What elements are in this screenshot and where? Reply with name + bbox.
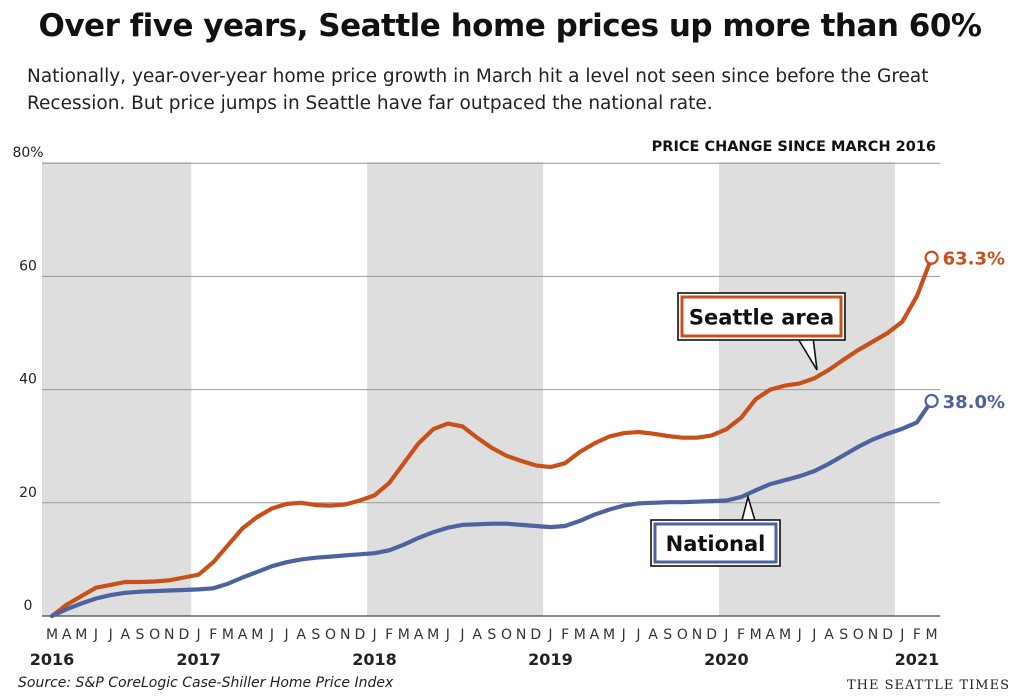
month-tick-label: J <box>371 627 376 643</box>
month-tick-label: M <box>222 627 234 643</box>
year-label-2017: 2017 <box>176 650 221 669</box>
month-tick-label: J <box>811 627 816 643</box>
month-tick-label: M <box>46 627 58 643</box>
y-tick-label: 60 <box>19 258 37 274</box>
month-tick-label: M <box>603 627 615 643</box>
month-tick-label: F <box>737 627 745 643</box>
month-tick-label: S <box>136 627 145 643</box>
month-tick-label: O <box>325 627 336 643</box>
month-tick-label: J <box>196 627 201 643</box>
series-line-seattle <box>49 255 934 619</box>
y-axis-labels: 0 20 40 60 80% <box>12 145 43 614</box>
month-tick-label: D <box>706 627 717 643</box>
national-callout: National <box>650 494 781 567</box>
month-tick-label: D <box>530 627 541 643</box>
month-tick-label: F <box>209 627 217 643</box>
year-band-2016 <box>42 162 192 616</box>
month-tick-label: M <box>75 627 87 643</box>
month-tick-label: A <box>238 627 248 643</box>
month-tick-label: N <box>516 627 526 643</box>
month-tick-label: J <box>723 627 728 643</box>
series-labels: 63.3% 38.0% Seattle area National <box>650 249 1005 567</box>
month-tick-label: M <box>750 627 762 643</box>
price-change-axis-title: PRICE CHANGE SINCE MARCH 2016 <box>652 139 936 155</box>
y-tick-label: 20 <box>19 485 37 501</box>
callout-label: Seattle area <box>689 306 834 330</box>
seattle-area-callout: Seattle area <box>677 292 846 371</box>
month-tick-label: S <box>839 627 848 643</box>
month-tick-label: M <box>427 627 439 643</box>
month-tick-label: F <box>561 627 569 643</box>
year-label-2021: 2021 <box>895 650 940 669</box>
series-end-marker <box>924 250 939 265</box>
month-tick-label: J <box>621 627 626 643</box>
month-tick-label: J <box>445 627 450 643</box>
month-tick-label: A <box>824 627 834 643</box>
month-tick-label: A <box>296 627 306 643</box>
gridlines <box>42 162 940 617</box>
month-tick-label: M <box>251 627 263 643</box>
month-tick-label: J <box>108 627 113 643</box>
month-tick-label: J <box>269 627 274 643</box>
month-tick-label: O <box>677 627 688 643</box>
month-tick-label: A <box>766 627 776 643</box>
year-band-2018 <box>367 162 544 616</box>
callout-color-border <box>680 295 843 338</box>
chart-title: Over five years, Seattle home prices up … <box>38 8 982 44</box>
month-tick-label: A <box>472 627 482 643</box>
year-label-2016: 2016 <box>30 650 75 669</box>
month-tick-label: D <box>179 627 190 643</box>
series-line-national <box>49 398 934 619</box>
month-tick-label: S <box>663 627 672 643</box>
month-tick-label: J <box>93 627 98 643</box>
month-tick-label: F <box>913 627 921 643</box>
source-note: Source: S&P CoreLogic Case-Shiller Home … <box>18 675 394 691</box>
month-tick-label: A <box>121 627 131 643</box>
month-tick-label: N <box>692 627 702 643</box>
chart-subtitle: Nationally, year-over-year home price gr… <box>27 66 929 114</box>
series-end-marker <box>924 393 939 409</box>
series-end-value: 63.3% <box>943 249 1005 270</box>
month-tick-label: J <box>283 627 288 643</box>
month-tick-label: J <box>797 627 802 643</box>
month-tick-label: D <box>354 627 365 643</box>
month-tick-label: A <box>590 627 600 643</box>
month-tick-label: J <box>547 627 552 643</box>
callout-color-border <box>653 522 778 564</box>
month-tick-label: O <box>149 627 160 643</box>
month-tick-label: N <box>868 627 878 643</box>
y-tick-label: 40 <box>19 372 37 388</box>
month-tick-label: J <box>899 627 904 643</box>
month-tick-label: D <box>882 627 893 643</box>
y-tick-label: 0 <box>24 598 33 614</box>
month-tick-label: J <box>635 627 640 643</box>
month-tick-label: M <box>574 627 586 643</box>
month-tick-label: M <box>779 627 791 643</box>
month-tick-label: N <box>340 627 350 643</box>
y-tick-label: 80% <box>12 145 43 161</box>
month-tick-label: A <box>648 627 658 643</box>
month-tick-label: O <box>501 627 512 643</box>
month-tick-label: S <box>311 627 320 643</box>
month-tick-label: N <box>164 627 174 643</box>
publisher-credit: THE SEATTLE TIMES <box>846 678 1010 693</box>
year-label-2020: 2020 <box>704 650 749 669</box>
month-tick-label: J <box>459 627 464 643</box>
series-end-value: 38.0% <box>943 392 1005 413</box>
callout-label: National <box>666 532 766 556</box>
month-tick-label: M <box>926 627 938 643</box>
month-tick-label: F <box>385 627 393 643</box>
month-tick-label: A <box>62 627 72 643</box>
year-label-2018: 2018 <box>352 650 397 669</box>
year-label-2019: 2019 <box>528 650 573 669</box>
series-lines <box>49 250 939 619</box>
month-tick-label: S <box>487 627 496 643</box>
month-tick-label: O <box>853 627 864 643</box>
month-tick-label: A <box>414 627 424 643</box>
month-tick-label: M <box>398 627 410 643</box>
